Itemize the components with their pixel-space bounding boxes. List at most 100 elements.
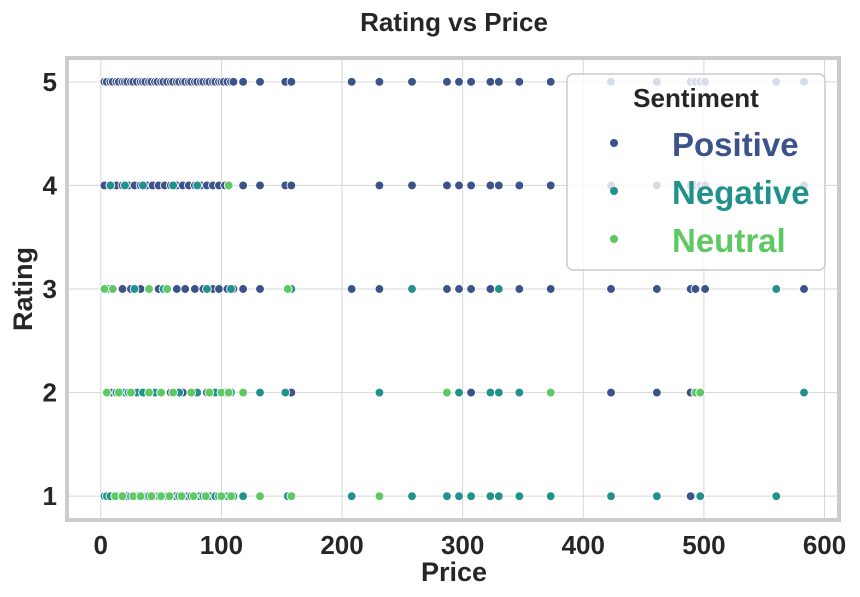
data-point	[485, 180, 496, 191]
data-point	[238, 180, 248, 191]
data-point	[164, 491, 175, 502]
legend-marker	[610, 235, 618, 243]
data-point	[144, 387, 154, 398]
data-point	[652, 491, 662, 502]
data-point	[454, 76, 464, 87]
data-point	[454, 284, 464, 294]
data-point	[466, 76, 476, 87]
y-axis-label: Rating	[8, 247, 38, 331]
data-point	[168, 180, 179, 191]
data-point	[255, 180, 265, 191]
data-point	[799, 387, 809, 398]
data-point	[652, 387, 662, 398]
data-point	[238, 76, 248, 87]
data-point	[514, 76, 525, 87]
data-point	[255, 284, 265, 294]
data-point	[126, 387, 136, 398]
data-point	[407, 76, 417, 87]
x-tick-label: 500	[682, 530, 725, 560]
data-point	[280, 387, 291, 398]
data-point	[346, 284, 357, 294]
data-point	[117, 491, 128, 502]
data-point	[286, 76, 297, 87]
data-point	[180, 284, 191, 294]
data-point	[107, 284, 118, 294]
data-point	[226, 491, 236, 502]
data-point	[176, 491, 187, 502]
data-point	[223, 180, 234, 191]
x-tick-label: 0	[94, 530, 108, 560]
data-point	[514, 180, 525, 191]
data-point	[374, 387, 385, 398]
chart-title: Rating vs Price	[360, 7, 548, 37]
legend-item-label: Neutral	[672, 222, 786, 259]
data-point	[493, 180, 504, 191]
data-point	[514, 284, 525, 294]
data-point	[606, 491, 616, 502]
data-point	[255, 491, 265, 502]
data-point	[374, 76, 385, 87]
data-point	[493, 491, 504, 502]
data-point	[545, 76, 556, 87]
x-tick-label: 300	[441, 530, 484, 560]
data-point	[545, 284, 556, 294]
data-point	[146, 491, 157, 502]
data-point	[282, 284, 293, 294]
data-point	[105, 180, 116, 191]
data-point	[202, 284, 212, 294]
data-point	[442, 76, 452, 87]
data-point	[454, 491, 464, 502]
data-point	[99, 284, 110, 294]
data-point	[493, 76, 504, 87]
data-point	[485, 76, 496, 87]
data-point	[255, 76, 265, 87]
data-point	[171, 284, 182, 294]
data-point	[485, 284, 496, 294]
data-point	[200, 491, 211, 502]
data-point	[454, 387, 464, 398]
data-point	[514, 387, 525, 398]
legend-marker	[610, 187, 618, 195]
y-tick-label: 4	[43, 170, 58, 200]
data-point	[466, 180, 476, 191]
data-point	[374, 180, 385, 191]
y-tick-label: 1	[43, 481, 57, 511]
data-point	[346, 491, 357, 502]
data-point	[466, 387, 476, 398]
data-point	[286, 491, 297, 502]
data-point	[454, 180, 464, 191]
data-point	[652, 284, 662, 294]
y-tick-label: 3	[43, 274, 57, 304]
data-point	[545, 387, 556, 398]
data-point	[138, 180, 148, 191]
data-point	[129, 284, 140, 294]
data-point	[190, 284, 200, 294]
data-point	[228, 76, 239, 87]
data-point	[685, 491, 696, 502]
data-point	[407, 284, 417, 294]
data-point	[493, 387, 504, 398]
data-point	[117, 284, 128, 294]
data-point	[695, 387, 706, 398]
data-point	[114, 387, 124, 398]
data-point	[407, 180, 417, 191]
data-point	[485, 491, 496, 502]
x-tick-label: 200	[320, 530, 363, 560]
data-point	[214, 284, 224, 294]
data-point	[144, 284, 154, 294]
legend: Sentiment Positive Negative Neutral	[566, 73, 826, 271]
tick-labels: 0 100 200 300 400 500 600 1 2 3 4 5	[43, 67, 847, 560]
data-point	[168, 387, 179, 398]
data-point	[771, 491, 782, 502]
data-point	[374, 491, 385, 502]
data-point	[135, 491, 146, 502]
y-tick-label: 5	[43, 67, 57, 97]
data-point	[374, 284, 385, 294]
data-point	[695, 491, 706, 502]
data-point	[192, 180, 203, 191]
data-point	[407, 491, 417, 502]
data-point	[186, 387, 197, 398]
data-point	[188, 491, 199, 502]
